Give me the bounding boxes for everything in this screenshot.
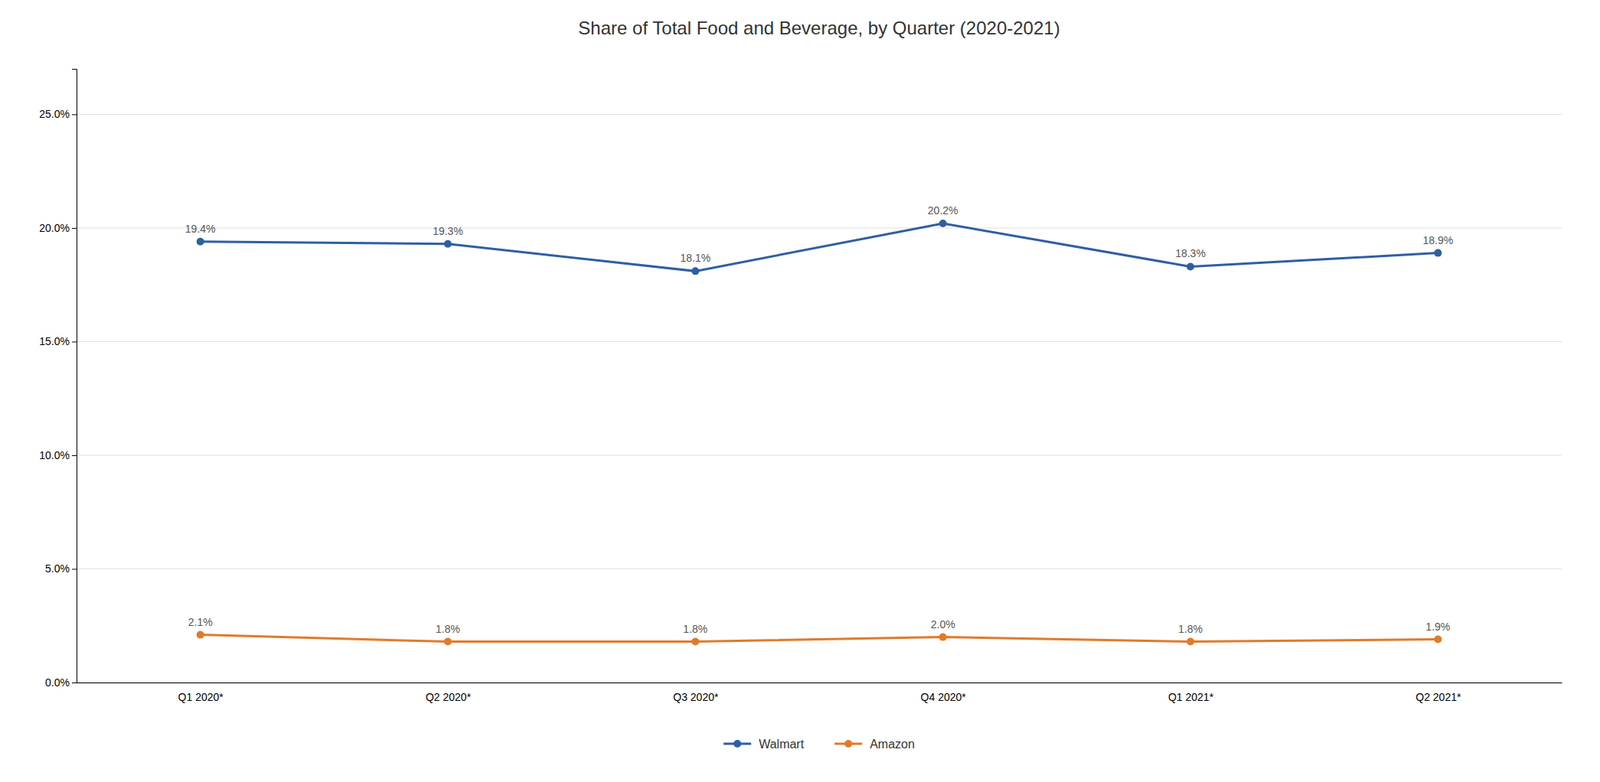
grid-line [76,682,1562,684]
y-tick: 5.0% [45,562,77,575]
series-line [200,223,1439,272]
data-label: 1.9% [1425,620,1450,634]
grid-line [76,341,1562,343]
data-label: 20.2% [927,204,959,217]
data-label: 2.1% [188,616,213,629]
legend-label: Amazon [869,737,915,752]
y-tick-label: 5.0% [45,562,70,575]
y-tick: 10.0% [39,449,77,462]
x-tick: Q2 2020* [425,691,472,704]
y-tick-label: 15.0% [39,335,70,348]
y-tick: 0.0% [45,676,77,689]
x-tick-label: Q3 2020* [672,691,719,704]
data-label: 2.0% [930,618,956,631]
series-marker [444,240,452,249]
series [196,631,1443,647]
grid-line [76,454,1562,456]
data-label: 19.4% [185,222,216,236]
data-label: 18.3% [1175,247,1206,260]
series-marker [1433,249,1442,258]
plot-marks [196,219,1443,647]
legend-item: Amazon [834,737,915,752]
x-axis: Q1 2020* Q2 2020* Q3 2020* Q4 2020* Q1 2021*… [77,683,1563,704]
x-tick: Q2 2021* [1415,691,1462,704]
series-marker [444,638,452,647]
y-tick: 15.0% [39,335,77,348]
x-axis-line [77,682,1563,684]
x-tick-label: Q4 2020* [920,691,967,704]
y-tick-mark [71,682,77,684]
title: Share of Total Food and Beverage, by Qua… [577,17,1060,39]
series-marker [691,638,699,647]
data-label: 1.8% [1178,623,1203,636]
grid-line [76,114,1562,115]
y-tick-mark [71,568,77,570]
x-tick: Q3 2020* [672,691,719,704]
x-tick: Q1 2020* [178,691,225,704]
data-label: 1.8% [682,623,708,636]
y-tick-label: 0.0% [45,676,70,689]
y-tick-mark [71,114,77,115]
y-tick-mark [71,455,77,457]
series-marker [1433,636,1442,644]
grid-line [76,568,1562,570]
y-tick-mark [71,341,77,343]
data-label: 19.3% [432,225,464,238]
x-tick: Q4 2020* [920,691,967,704]
series-marker [691,267,699,275]
data-label: 18.1% [679,251,711,265]
series-marker [196,238,205,246]
y-axis-line [71,69,78,684]
grid [76,114,1562,683]
series-marker [196,631,205,640]
legend-marker [733,740,742,748]
y-tick-label: 25.0% [39,107,70,121]
series-marker [939,219,947,228]
x-tick-label: Q1 2021* [1168,691,1215,704]
y-tick: 25.0% [39,107,77,121]
series-marker [1186,262,1195,271]
chart-container: Share of Total Food and Beverage, by Qua… [0,0,1600,782]
chart-svg: Share of Total Food and Beverage, by Qua… [0,0,1600,782]
legend: Walmart Amazon [723,737,915,752]
y-tick: 20.0% [39,222,77,235]
series [196,219,1443,275]
series-marker [1186,638,1195,647]
y-axis: 0.0% 5.0% 10.0% 15.0% 20.0% 25.0% [39,69,77,689]
data-label: 18.9% [1422,234,1454,247]
series-line [200,635,1439,643]
legend-marker [844,740,853,748]
y-tick-mark [71,228,77,229]
data-labels: 19.4% 19.3% 18.1% 20.2% 18.3% 18.9% 2.1% 1.8% 1.… [185,204,1454,636]
grid-line [76,227,1562,229]
x-tick-label: Q2 2021* [1415,691,1462,704]
legend-item: Walmart [723,737,805,752]
series-marker [939,633,947,642]
x-tick: Q1 2021* [1168,691,1215,704]
x-tick-label: Q1 2020* [178,691,225,704]
x-tick-label: Q2 2020* [425,691,472,704]
legend-label: Walmart [758,737,805,752]
y-tick-label: 10.0% [39,449,70,462]
y-tick-label: 20.0% [39,222,70,235]
data-label: 1.8% [435,623,461,636]
